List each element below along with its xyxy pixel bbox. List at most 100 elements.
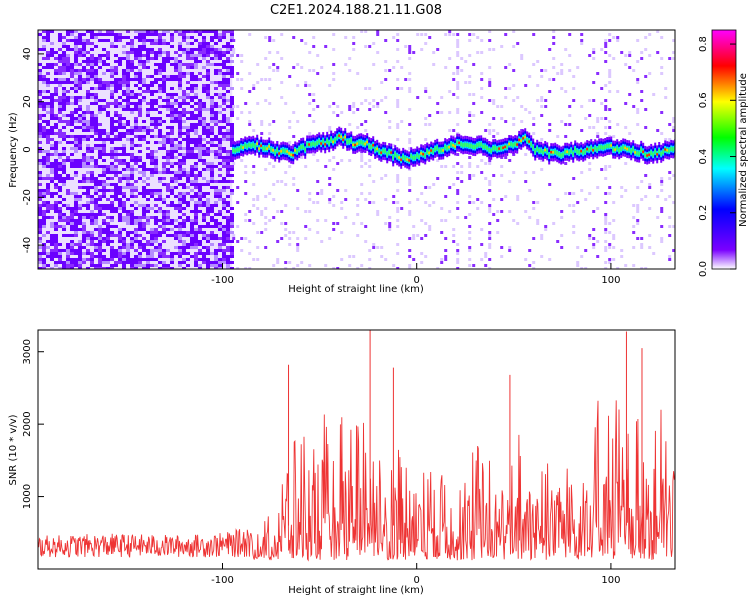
heatmap-cell bbox=[316, 105, 320, 108]
heatmap-cell bbox=[158, 249, 162, 252]
heatmap-cell bbox=[74, 192, 78, 195]
heatmap-cell bbox=[280, 33, 284, 36]
heatmap-cell bbox=[206, 129, 210, 132]
heatmap-cell bbox=[190, 234, 194, 237]
heatmap-cell bbox=[126, 234, 130, 237]
heatmap-cell bbox=[580, 39, 584, 42]
heatmap-cell bbox=[62, 171, 66, 174]
heatmap-cell bbox=[576, 264, 580, 267]
heatmap-cell bbox=[548, 90, 552, 93]
heatmap-cell bbox=[210, 177, 214, 180]
heatmap-cell bbox=[202, 225, 206, 228]
heatmap-cell bbox=[122, 105, 126, 108]
heatmap-cell bbox=[182, 159, 186, 162]
heatmap-cell bbox=[126, 69, 130, 72]
heatmap-cell bbox=[166, 219, 170, 222]
heatmap-cell bbox=[86, 90, 90, 93]
heatmap-cell bbox=[186, 147, 190, 150]
heatmap-cell bbox=[138, 99, 142, 102]
signal-cell bbox=[492, 146, 495, 151]
heatmap-cell bbox=[488, 258, 492, 261]
heatmap-cell bbox=[432, 183, 436, 186]
heatmap-cell bbox=[46, 141, 50, 144]
heatmap-cell bbox=[162, 222, 166, 225]
heatmap-cell bbox=[468, 249, 472, 252]
signal-cell bbox=[374, 147, 377, 152]
signal-cell bbox=[604, 145, 607, 150]
heatmap-cell bbox=[368, 192, 372, 195]
heatmap-cell bbox=[244, 192, 248, 195]
signal-cell bbox=[638, 151, 641, 156]
heatmap-cell bbox=[42, 75, 46, 78]
heatmap-cell bbox=[288, 141, 292, 144]
heatmap-cell bbox=[90, 219, 94, 222]
heatmap-cell bbox=[118, 96, 122, 99]
heatmap-cell bbox=[150, 249, 154, 252]
heatmap-cell bbox=[664, 198, 668, 201]
heatmap-cell bbox=[158, 180, 162, 183]
signal-cell bbox=[410, 154, 413, 159]
signal-peak-cell bbox=[354, 143, 357, 147]
heatmap-cell bbox=[508, 249, 512, 252]
heatmap-cell bbox=[130, 39, 134, 42]
heatmap-cell bbox=[248, 90, 252, 93]
heatmap-cell bbox=[280, 222, 284, 225]
heatmap-cell bbox=[198, 102, 202, 105]
heatmap-cell bbox=[110, 264, 114, 267]
heatmap-cell bbox=[348, 57, 352, 60]
heatmap-cell bbox=[624, 63, 628, 66]
heatmap-cell bbox=[178, 246, 182, 249]
heatmap-cell bbox=[90, 135, 94, 138]
heatmap-cell bbox=[70, 192, 74, 195]
heatmap-cell bbox=[74, 51, 78, 54]
heatmap-cell bbox=[608, 33, 612, 36]
heatmap-cell bbox=[222, 75, 226, 78]
heatmap-cell bbox=[74, 201, 78, 204]
heatmap-cell bbox=[42, 126, 46, 129]
heatmap-cell bbox=[608, 120, 612, 123]
signal-cell bbox=[574, 147, 577, 152]
heatmap-cell bbox=[126, 87, 130, 90]
heatmap-cell bbox=[62, 162, 66, 165]
heatmap-cell bbox=[178, 201, 182, 204]
signal-cell bbox=[654, 149, 657, 154]
heatmap-cell bbox=[628, 93, 632, 96]
heatmap-cell bbox=[110, 33, 114, 36]
heatmap-cell bbox=[186, 135, 190, 138]
heatmap-cell bbox=[412, 225, 416, 228]
heatmap-cell bbox=[110, 30, 114, 33]
heatmap-cell bbox=[58, 168, 62, 171]
heatmap-cell bbox=[74, 141, 78, 144]
heatmap-cell bbox=[110, 72, 114, 75]
heatmap-cell bbox=[194, 39, 198, 42]
heatmap-cell bbox=[66, 45, 70, 48]
heatmap-cell bbox=[54, 249, 58, 252]
heatmap-cell bbox=[46, 207, 50, 210]
heatmap-cell bbox=[194, 216, 198, 219]
heatmap-cell bbox=[348, 255, 352, 258]
heatmap-cell bbox=[640, 246, 644, 249]
heatmap-cell bbox=[178, 255, 182, 258]
heatmap-cell bbox=[194, 204, 198, 207]
heatmap-cell bbox=[226, 42, 230, 45]
heatmap-cell bbox=[190, 57, 194, 60]
heatmap-cell bbox=[74, 126, 78, 129]
heatmap-cell bbox=[252, 258, 256, 261]
heatmap-cell bbox=[198, 150, 202, 153]
heatmap-cell bbox=[122, 216, 126, 219]
heatmap-cell bbox=[210, 168, 214, 171]
heatmap-cell bbox=[154, 234, 158, 237]
heatmap-cell bbox=[122, 144, 126, 147]
heatmap-cell bbox=[190, 72, 194, 75]
heatmap-cell bbox=[82, 240, 86, 243]
heatmap-cell bbox=[154, 168, 158, 171]
heatmap-cell bbox=[158, 189, 162, 192]
heatmap-cell bbox=[460, 171, 464, 174]
heatmap-cell bbox=[174, 150, 178, 153]
heatmap-cell bbox=[198, 156, 202, 159]
heatmap-cell bbox=[142, 168, 146, 171]
signal-peak-cell bbox=[372, 144, 375, 147]
heatmap-cell bbox=[126, 81, 130, 84]
heatmap-cell bbox=[210, 81, 214, 84]
heatmap-cell bbox=[218, 153, 222, 156]
